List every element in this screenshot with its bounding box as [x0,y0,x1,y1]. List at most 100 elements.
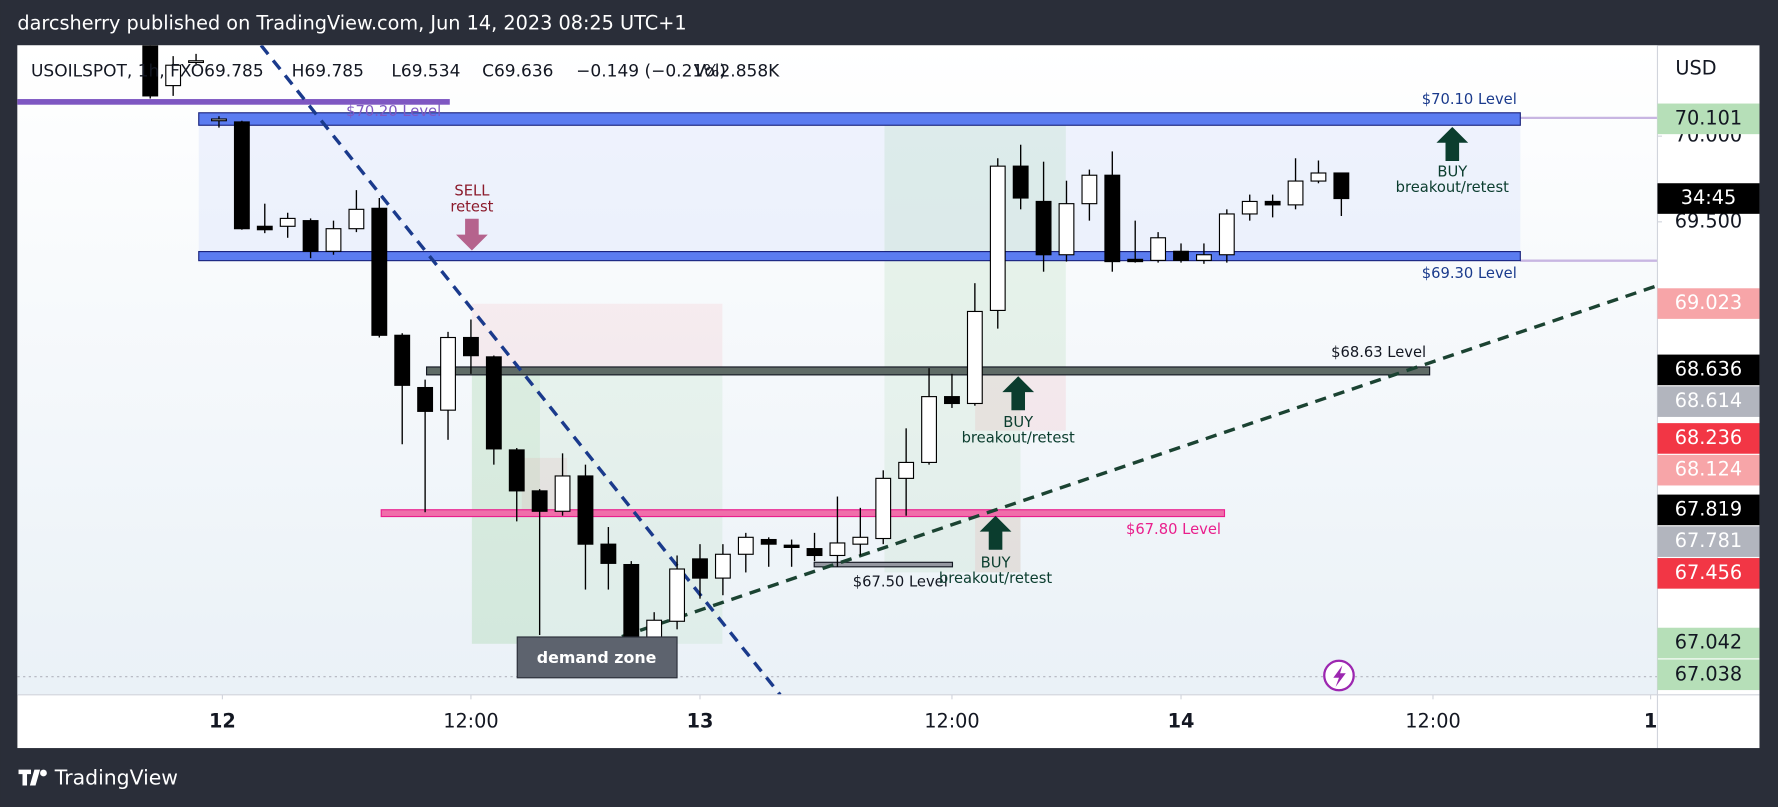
annotation-arrow [456,218,488,251]
price-tag [1657,558,1760,589]
price-tag [1657,526,1760,557]
candle-body [806,548,823,557]
legend-close: C69.636 [482,61,553,81]
target-zone [471,370,540,644]
candle-body [165,64,182,87]
candle-body [669,568,686,622]
drawings [17,116,1658,678]
candle-body [1081,174,1098,205]
candle-body [1012,165,1029,199]
price-tag-label: 67.781 [1675,529,1742,552]
level-label: $70.20 Level [346,103,441,120]
demand-zone-label: demand zone [537,648,657,667]
annotation-text: breakout/retest [939,570,1052,587]
candle-body [783,544,800,548]
candle-body [760,538,777,545]
risk-zone [471,303,723,371]
candle-body [921,396,937,463]
annotation-arrow [979,515,1012,550]
legend-high: H69.785 [292,61,364,81]
annotation-text: breakout/retest [1396,179,1509,196]
level-label: $69.30 Level [1422,265,1517,282]
currency-label: USD [1675,57,1716,80]
candle-body [325,228,342,252]
level-label: $67.50 Level [853,574,948,591]
trend-lines [259,45,1658,695]
price-tag [1657,386,1760,417]
symbol[interactable]: USOILSPOT, 1h, FX [31,61,192,81]
x-tick-label: 12:00 [1405,709,1460,732]
trend-line [259,45,782,695]
publisher-title: darcsherry published on TradingView.com,… [17,11,686,34]
x-tick-label: 1 [1644,709,1657,732]
candle-body [371,207,388,336]
price-tag [1657,494,1760,526]
candle-body [1264,200,1281,206]
level-label: $68.63 Level [1331,344,1426,361]
annotation-arrow [1436,126,1469,161]
legend-change: −0.149 (−0.21%) [576,61,726,81]
candle-body [829,542,846,557]
candle-body [1333,172,1350,200]
price-tag-label: 68.636 [1675,357,1742,380]
demand-zone-box [516,636,678,679]
legend-low: L69.534 [391,61,460,81]
price-tag [1657,423,1760,454]
candles [142,45,1350,677]
legend-open: O69.785 [191,61,264,81]
candle-body [714,553,731,579]
x-tick-label: 13 [687,709,714,732]
annotation-action: BUY [1003,414,1034,431]
range-fill [198,116,1521,261]
level-band [198,112,1521,126]
candle-body [211,118,227,122]
level-label: $67.80 Level [1126,521,1221,538]
level-band [198,251,1521,262]
annotations: demand zone $70.20 Level $70.10 Level $69.… [346,91,1517,692]
candle-body [417,386,434,412]
candle-body [1310,172,1327,182]
annotation-text: breakout/retest [962,430,1075,447]
candle-body [577,475,594,545]
brand-name: TradingView [54,766,178,790]
logo-mark [18,769,41,786]
price-tag [1657,627,1760,659]
annotation-text: retest [450,198,493,215]
candle-body [623,563,640,642]
candle-body [1127,258,1144,263]
candle-body [1035,200,1052,256]
candle-body [279,217,296,227]
candle-body [485,356,502,450]
candle-body [600,543,617,564]
x-tick-label: 12:00 [443,709,498,732]
candle-body [188,60,204,64]
candle-body [1287,180,1304,206]
annotation-action: BUY [1437,163,1468,180]
candle-body [692,558,708,579]
x-tick-label: 12 [209,709,236,732]
candle-body [966,310,983,405]
candle-body [394,334,411,386]
logo-dot [40,769,47,777]
x-tick-label: 12:00 [924,709,979,732]
candle-body [989,165,1006,311]
price-tag [1657,454,1760,486]
countdown-tag [1657,183,1760,214]
price-tag [1657,103,1760,135]
candle-body [554,475,571,512]
price-tag [1657,288,1760,319]
price-tag-label: 67.038 [1675,662,1742,685]
candle-body [944,396,960,405]
candle-body [462,336,479,357]
price-tag-label: 70.101 [1675,106,1742,129]
candle-body [737,536,754,555]
candle-body [1173,250,1189,261]
price-tag [1657,354,1760,386]
price-tag-label: 69.023 [1675,291,1742,314]
candle-body [508,449,525,492]
candle-body [142,45,159,97]
annotation-arrow [1002,376,1035,411]
candle-body [256,225,273,231]
